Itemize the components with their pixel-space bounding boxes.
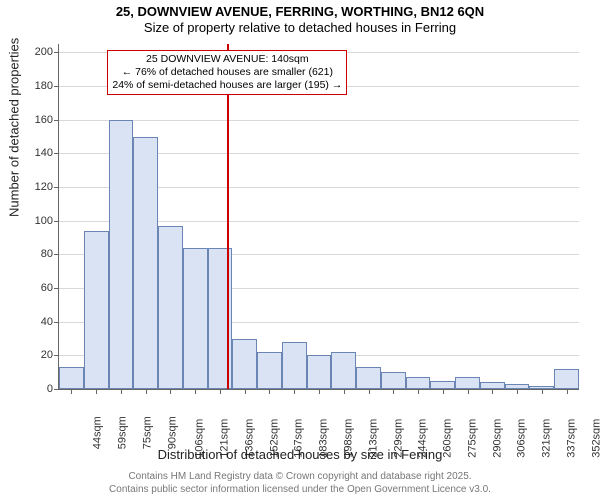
histogram-bar — [356, 367, 381, 389]
y-tick-label: 80 — [41, 248, 59, 260]
x-tick-label: 337sqm — [553, 403, 569, 442]
histogram-bar — [554, 369, 579, 389]
x-tick-label: 183sqm — [306, 403, 322, 442]
y-tick-label: 100 — [35, 215, 59, 227]
x-tick — [443, 389, 444, 394]
x-tick — [96, 389, 97, 394]
histogram-bar — [232, 339, 257, 389]
x-tick-label: 136sqm — [232, 403, 248, 442]
x-tick-label: 167sqm — [281, 403, 297, 442]
x-tick — [146, 389, 147, 394]
y-tick-label: 60 — [41, 282, 59, 294]
histogram-bar — [331, 352, 356, 389]
y-tick-label: 40 — [41, 316, 59, 328]
x-tick — [121, 389, 122, 394]
x-tick — [567, 389, 568, 394]
histogram-bar — [133, 137, 158, 389]
y-tick-label: 160 — [35, 114, 59, 126]
x-tick — [369, 389, 370, 394]
x-tick — [71, 389, 72, 394]
x-tick-label: 152sqm — [256, 403, 272, 442]
histogram-bar — [183, 248, 208, 389]
x-tick — [393, 389, 394, 394]
x-tick — [492, 389, 493, 394]
x-tick-label: 75sqm — [129, 403, 145, 436]
x-tick-label: 59sqm — [105, 403, 121, 436]
x-tick-label: 352sqm — [578, 403, 594, 442]
x-tick — [170, 389, 171, 394]
histogram-bar — [257, 352, 282, 389]
x-tick-label: 306sqm — [504, 403, 520, 442]
x-tick — [269, 389, 270, 394]
x-tick-label: 106sqm — [182, 403, 198, 442]
x-tick — [294, 389, 295, 394]
y-tick-label: 0 — [47, 383, 59, 395]
plot-area: 02040608010012014016018020044sqm59sqm75s… — [58, 44, 579, 390]
histogram-bar — [282, 342, 307, 389]
footer-line1: Contains HM Land Registry data © Crown c… — [0, 471, 600, 484]
x-tick-label: 260sqm — [430, 403, 446, 442]
histogram-bar — [455, 377, 480, 389]
x-tick-label: 121sqm — [207, 403, 223, 442]
x-tick-label: 275sqm — [454, 403, 470, 442]
x-tick — [517, 389, 518, 394]
histogram-bar — [406, 377, 431, 389]
y-tick-label: 120 — [35, 181, 59, 193]
x-tick — [195, 389, 196, 394]
x-tick-label: 213sqm — [355, 403, 371, 442]
footer-line2: Contains public sector information licen… — [0, 484, 600, 497]
x-tick-label: 90sqm — [154, 403, 170, 436]
x-tick-label: 321sqm — [529, 403, 545, 442]
x-tick — [344, 389, 345, 394]
histogram-bar — [430, 381, 455, 389]
x-axis-title: Distribution of detached houses by size … — [0, 447, 600, 462]
chart-footer: Contains HM Land Registry data © Crown c… — [0, 471, 600, 496]
histogram-bar — [381, 372, 406, 389]
chart-title-main: 25, DOWNVIEW AVENUE, FERRING, WORTHING, … — [0, 4, 600, 20]
chart-title-block: 25, DOWNVIEW AVENUE, FERRING, WORTHING, … — [0, 0, 600, 37]
y-tick-label: 180 — [35, 80, 59, 92]
histogram-bar — [109, 120, 134, 389]
x-tick — [542, 389, 543, 394]
x-tick-label: 198sqm — [331, 403, 347, 442]
reference-line — [227, 44, 229, 389]
histogram-bar — [307, 355, 332, 389]
x-tick — [245, 389, 246, 394]
x-tick — [319, 389, 320, 394]
y-axis-title: Number of detached properties — [7, 37, 22, 216]
x-tick — [220, 389, 221, 394]
histogram-bar — [59, 367, 84, 389]
callout-line: 25 DOWNVIEW AVENUE: 140sqm — [112, 53, 342, 66]
x-tick-label: 290sqm — [479, 403, 495, 442]
histogram-bar — [158, 226, 183, 389]
callout-line: 24% of semi-detached houses are larger (… — [112, 79, 342, 92]
histogram-bar — [84, 231, 109, 389]
x-tick-label: 244sqm — [405, 403, 421, 442]
x-tick — [468, 389, 469, 394]
gridline — [59, 120, 579, 121]
x-tick-label: 229sqm — [380, 403, 396, 442]
x-tick — [418, 389, 419, 394]
y-tick-label: 20 — [41, 349, 59, 361]
histogram-bar — [480, 382, 505, 389]
callout-line: ← 76% of detached houses are smaller (62… — [112, 66, 342, 79]
property-size-chart: 25, DOWNVIEW AVENUE, FERRING, WORTHING, … — [0, 0, 600, 500]
y-tick-label: 140 — [35, 147, 59, 159]
reference-callout: 25 DOWNVIEW AVENUE: 140sqm← 76% of detac… — [107, 50, 347, 95]
chart-title-sub: Size of property relative to detached ho… — [0, 20, 600, 36]
y-tick-label: 200 — [35, 46, 59, 58]
x-tick-label: 44sqm — [80, 403, 96, 436]
